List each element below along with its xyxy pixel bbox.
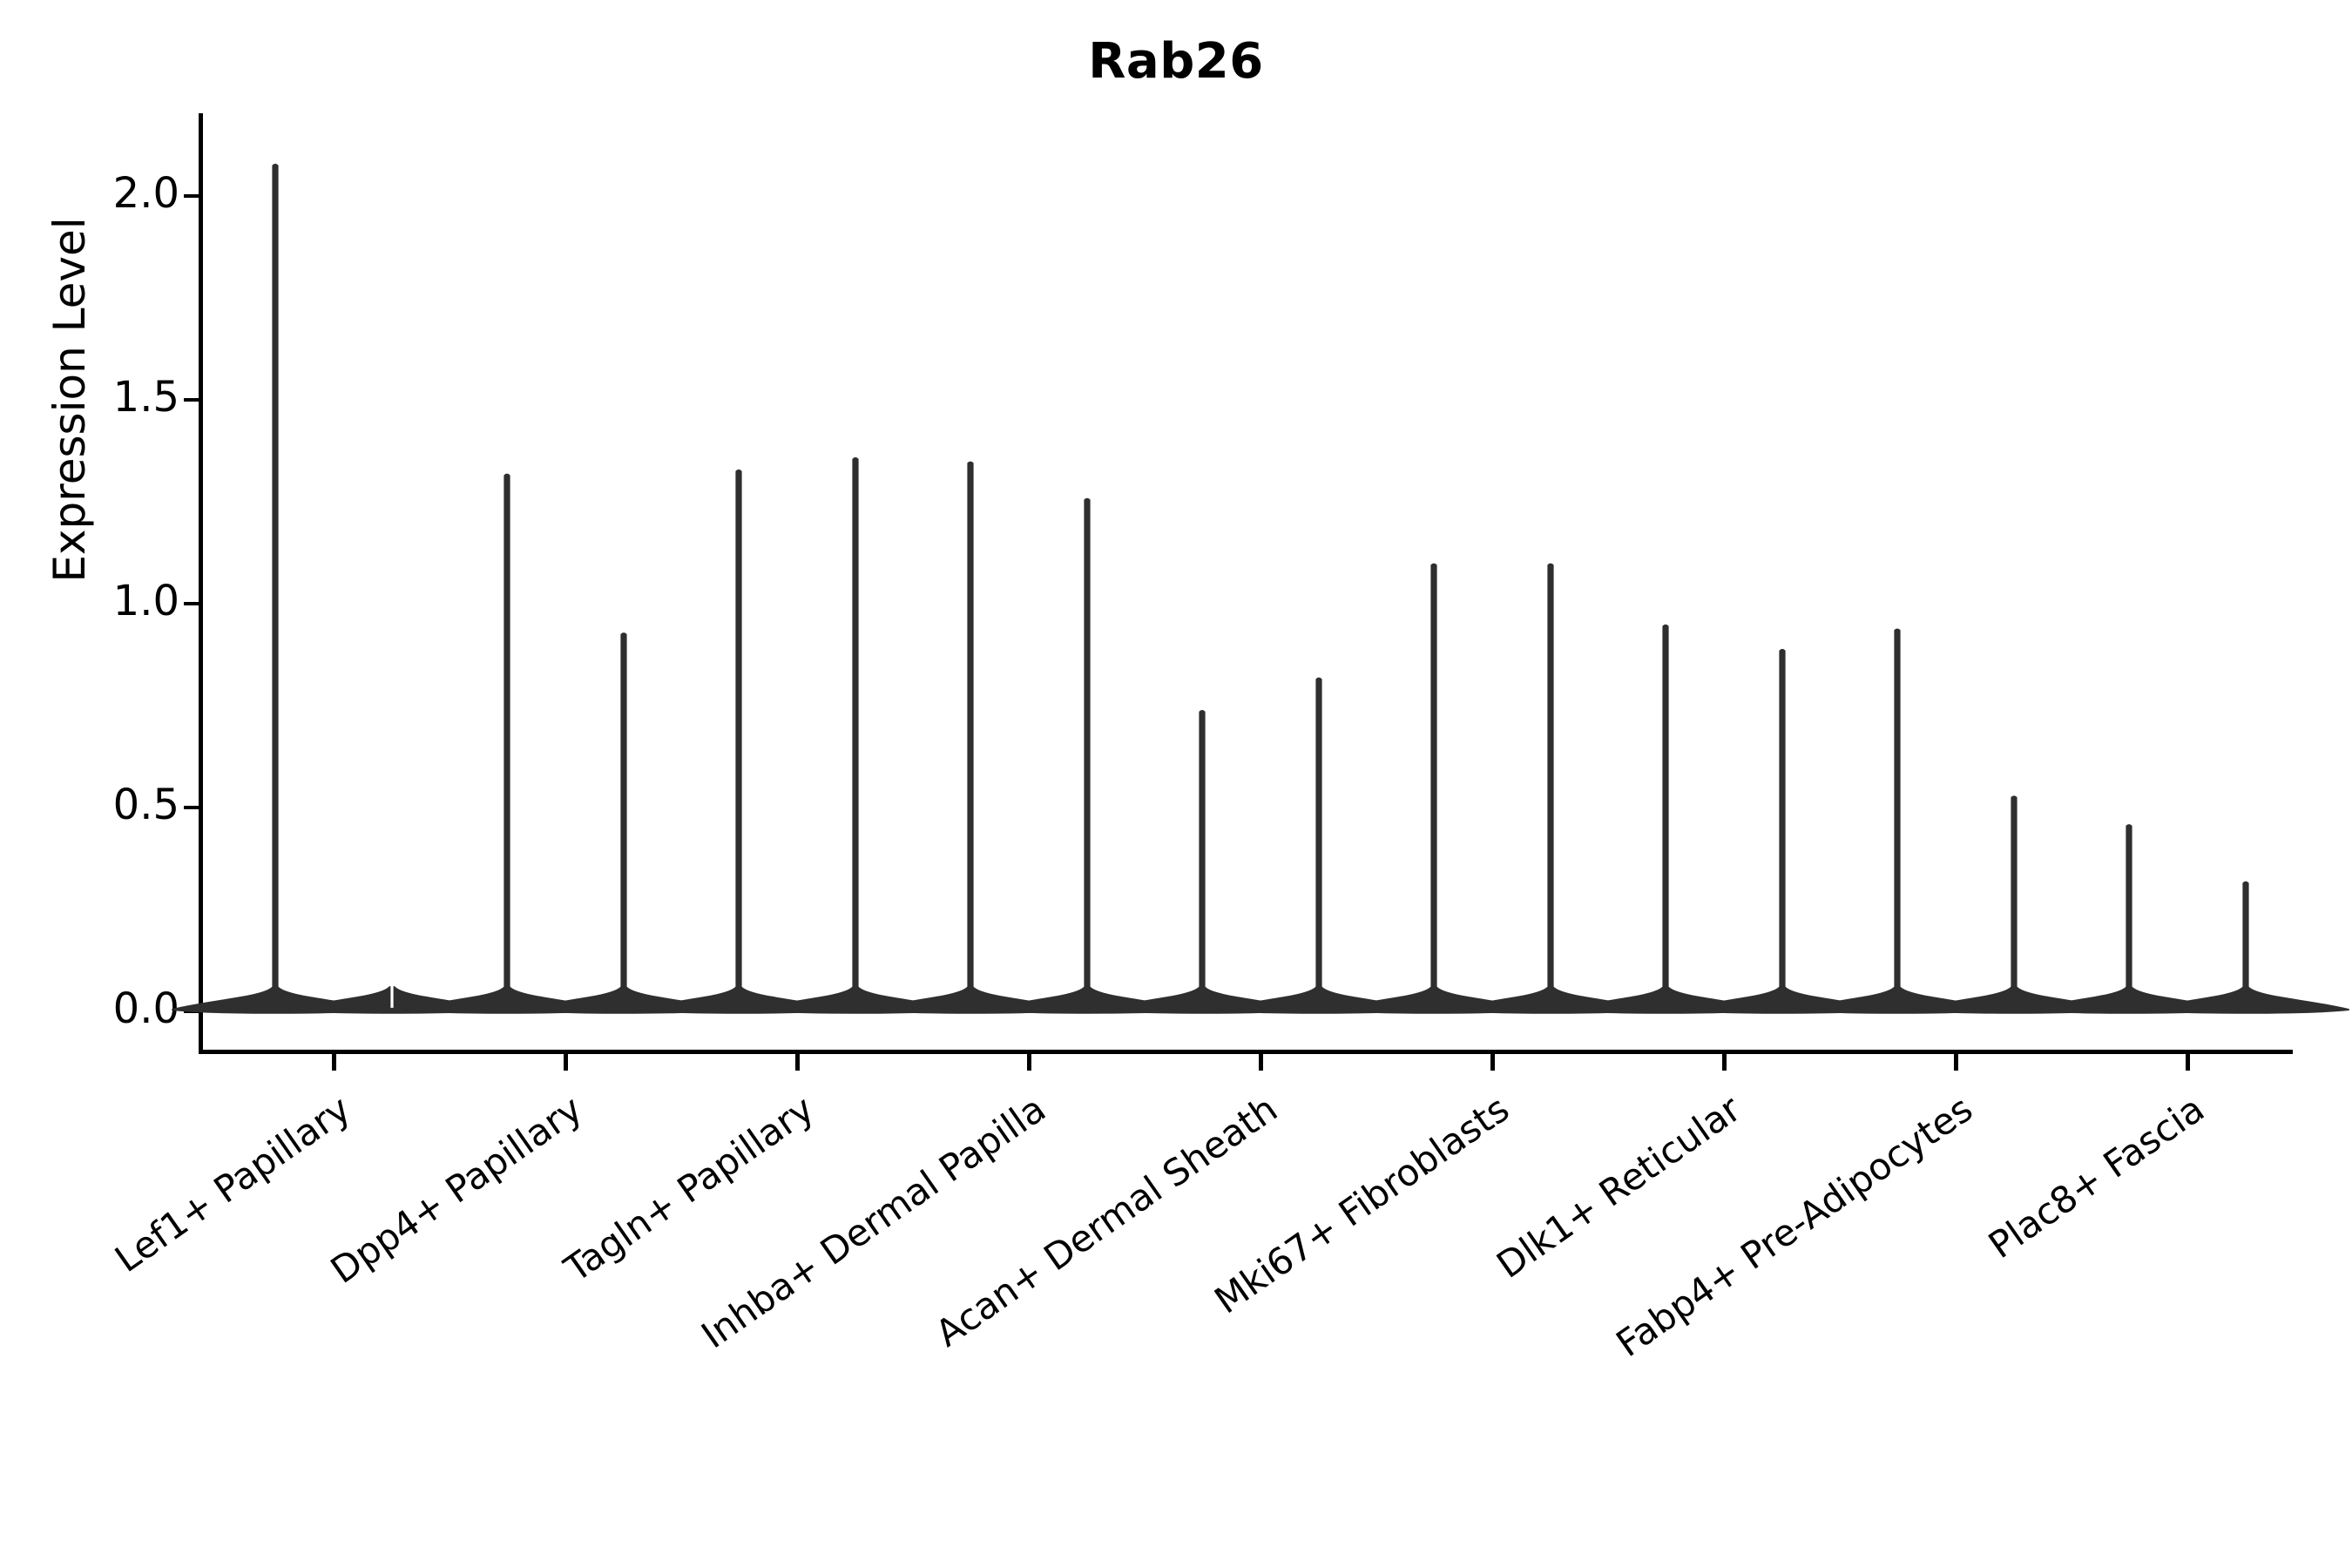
violin-shape: [983, 497, 1191, 1014]
violin-shape: [635, 469, 842, 1014]
x-tick-mark: [795, 1054, 800, 1071]
x-tick-mark: [1027, 1054, 1031, 1071]
x-tick-mark: [2186, 1054, 2190, 1071]
violin-shape: [288, 986, 496, 1014]
violin-shape: [867, 461, 1074, 1014]
y-tick-label-1: 0.5: [112, 781, 179, 829]
y-tick-mark-2: [184, 602, 199, 605]
x-tick-label: Mki67+ Fibroblasts: [1206, 1087, 1517, 1322]
violin-shape: [172, 163, 379, 1014]
violin-shape: [1910, 795, 2118, 1014]
x-tick-mark: [1259, 1054, 1263, 1071]
x-tick-mark: [1490, 1054, 1495, 1071]
page-title: Rab26: [1088, 33, 1264, 90]
x-tick-label: Acan+ Dermal Sheath: [928, 1087, 1286, 1355]
violin-shape: [1215, 677, 1423, 1014]
violin-shape: [520, 632, 727, 1014]
violin-shape: [1562, 624, 1769, 1014]
x-tick-mark: [1954, 1054, 1958, 1071]
y-tick-mark-3: [184, 398, 199, 402]
x-tick-label: Lef1+ Papillary: [107, 1087, 359, 1281]
violin-shape: [403, 473, 611, 1014]
violin-shape: [1679, 648, 1886, 1014]
violin-shape: [1330, 563, 1538, 1014]
y-tick-mark-0: [184, 1010, 199, 1013]
y-tick-mark-1: [184, 806, 199, 809]
x-tick-label: Inhba+ Dermal Papilla: [693, 1087, 1054, 1357]
x-tick-mark: [1722, 1054, 1727, 1071]
violin-shape: [1098, 710, 1306, 1014]
x-tick-label: Dlk1+ Reticular: [1489, 1087, 1749, 1287]
y-tick-mark-4: [184, 194, 199, 198]
y-axis-spine: [199, 113, 203, 1054]
x-tick-label: Tagln+ Papillary: [557, 1087, 822, 1291]
violin-shape: [752, 456, 959, 1014]
y-tick-label-3: 1.5: [112, 373, 179, 422]
violin-shape: [2142, 881, 2349, 1014]
y-tick-label-2: 1.0: [112, 577, 179, 625]
x-tick-mark: [332, 1054, 336, 1071]
x-tick-label: Plac8+ Fascia: [1980, 1087, 2213, 1267]
violin-shape: [1794, 628, 2001, 1014]
violin-shape: [2025, 824, 2233, 1014]
x-tick-mark: [564, 1054, 568, 1071]
x-axis-spine: [199, 1050, 2293, 1054]
x-tick-label: Fabp4+ Pre-Adipocytes: [1608, 1087, 1981, 1366]
y-tick-label-0: 0.0: [112, 984, 179, 1033]
y-tick-label-4: 2.0: [112, 169, 179, 218]
violin-shape: [1447, 563, 1654, 1014]
x-tick-label: Dpp4+ Papillary: [322, 1087, 591, 1292]
